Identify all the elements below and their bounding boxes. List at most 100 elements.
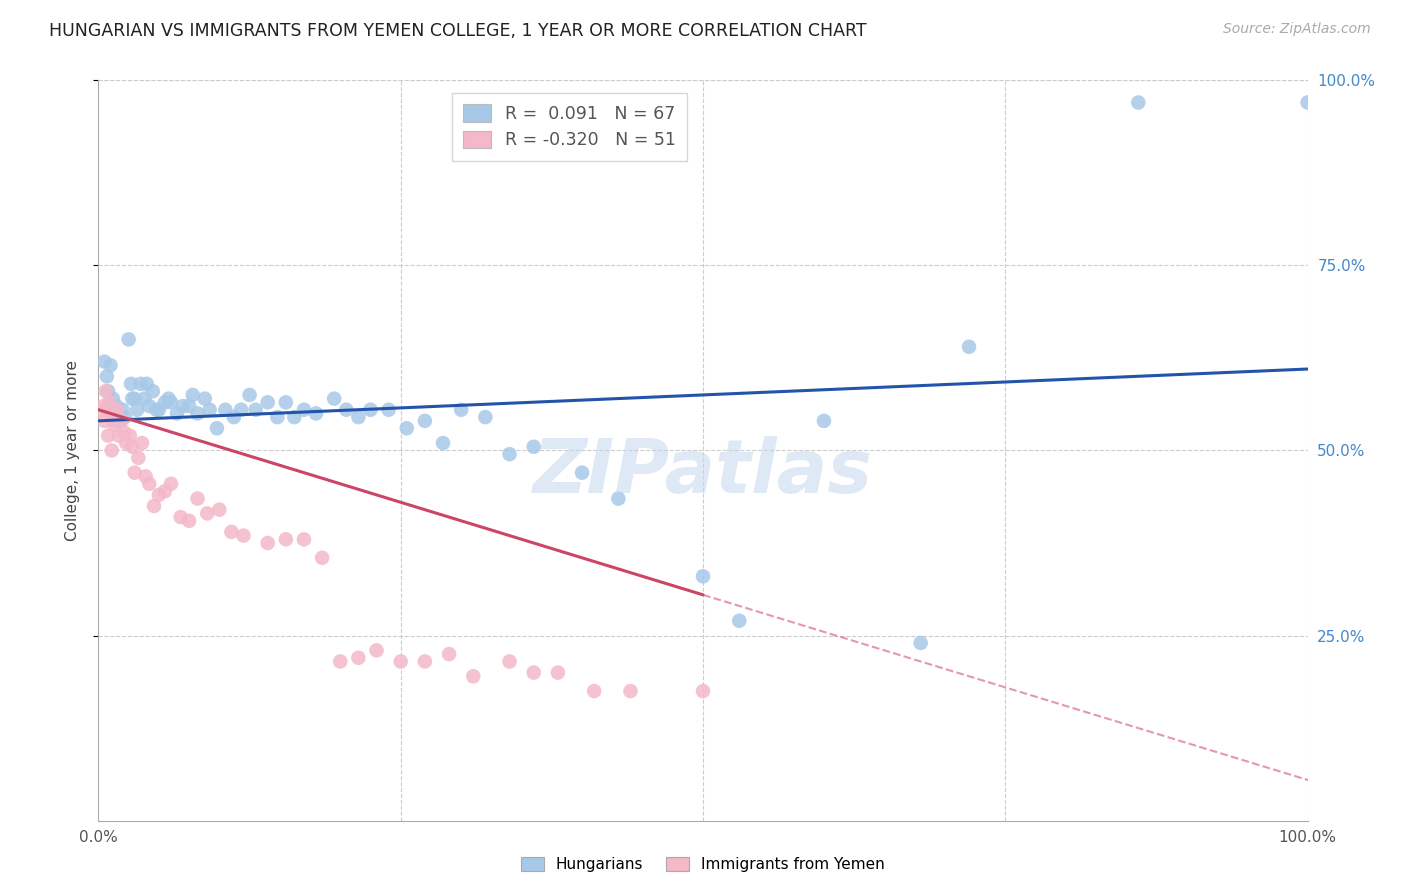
Point <box>110 414 132 428</box>
Point <box>138 476 160 491</box>
Point <box>134 392 156 406</box>
Point <box>100 359 122 373</box>
Point <box>103 417 125 432</box>
Point <box>229 402 252 417</box>
Point <box>245 402 267 417</box>
Point <box>121 392 143 406</box>
Point <box>129 376 152 391</box>
Point <box>194 392 217 406</box>
Point <box>283 410 305 425</box>
Point <box>179 399 201 413</box>
Point <box>105 399 128 413</box>
Point <box>181 388 204 402</box>
Point <box>910 636 932 650</box>
Point <box>450 402 472 417</box>
Point <box>112 425 135 439</box>
Point <box>108 428 131 442</box>
Text: ZIPatlas: ZIPatlas <box>533 436 873 509</box>
Point <box>135 376 157 391</box>
Point <box>138 399 160 413</box>
Point <box>179 514 201 528</box>
Point <box>256 395 278 409</box>
Point <box>266 410 288 425</box>
Legend: R =  0.091   N = 67, R = -0.320   N = 51: R = 0.091 N = 67, R = -0.320 N = 51 <box>451 93 686 161</box>
Point <box>389 655 412 669</box>
Point <box>114 410 136 425</box>
Point <box>96 369 118 384</box>
Point <box>395 421 418 435</box>
Point <box>120 376 142 391</box>
Point <box>432 436 454 450</box>
Point <box>274 533 297 547</box>
Point <box>160 395 183 409</box>
Point <box>957 340 980 354</box>
Point <box>583 684 606 698</box>
Point <box>115 436 138 450</box>
Point <box>498 655 520 669</box>
Point <box>124 466 146 480</box>
Point <box>148 402 170 417</box>
Point <box>105 402 128 417</box>
Point <box>607 491 630 506</box>
Point <box>377 402 399 417</box>
Point <box>523 440 546 454</box>
Point <box>692 569 714 583</box>
Point <box>619 684 641 698</box>
Point <box>347 410 370 425</box>
Point <box>1128 95 1150 110</box>
Point <box>208 502 231 516</box>
Point <box>474 410 496 425</box>
Point <box>360 402 382 417</box>
Point <box>111 402 134 417</box>
Point <box>305 407 328 421</box>
Point <box>108 414 131 428</box>
Point <box>131 436 153 450</box>
Point <box>127 450 149 465</box>
Point <box>1296 95 1319 110</box>
Point <box>153 395 176 409</box>
Point <box>198 402 221 417</box>
Point <box>169 510 191 524</box>
Point <box>437 647 460 661</box>
Point <box>728 614 751 628</box>
Point <box>172 399 194 413</box>
Point <box>347 650 370 665</box>
Point <box>323 392 346 406</box>
Point <box>187 407 209 421</box>
Point <box>103 402 125 417</box>
Point <box>157 392 180 406</box>
Point <box>101 392 124 406</box>
Legend: Hungarians, Immigrants from Yemen: Hungarians, Immigrants from Yemen <box>513 849 893 880</box>
Point <box>145 402 167 417</box>
Point <box>498 447 520 461</box>
Point <box>124 392 146 406</box>
Y-axis label: College, 1 year or more: College, 1 year or more <box>65 360 80 541</box>
Point <box>121 440 143 454</box>
Point <box>292 533 315 547</box>
Point <box>96 402 118 417</box>
Point <box>366 643 388 657</box>
Point <box>239 388 262 402</box>
Point <box>232 528 254 542</box>
Point <box>93 354 115 368</box>
Point <box>274 395 297 409</box>
Point <box>335 402 357 417</box>
Point <box>100 402 122 417</box>
Point <box>311 550 333 565</box>
Point <box>97 428 120 442</box>
Point <box>166 407 188 421</box>
Point <box>104 414 127 428</box>
Text: Source: ZipAtlas.com: Source: ZipAtlas.com <box>1223 22 1371 37</box>
Point <box>98 399 121 413</box>
Point <box>93 414 115 428</box>
Point <box>118 332 141 346</box>
Point <box>98 395 121 409</box>
Point <box>214 402 236 417</box>
Point <box>222 410 245 425</box>
Point <box>195 507 218 521</box>
Point <box>143 499 166 513</box>
Point <box>148 488 170 502</box>
Point <box>523 665 546 680</box>
Point <box>221 524 243 539</box>
Point <box>413 414 436 428</box>
